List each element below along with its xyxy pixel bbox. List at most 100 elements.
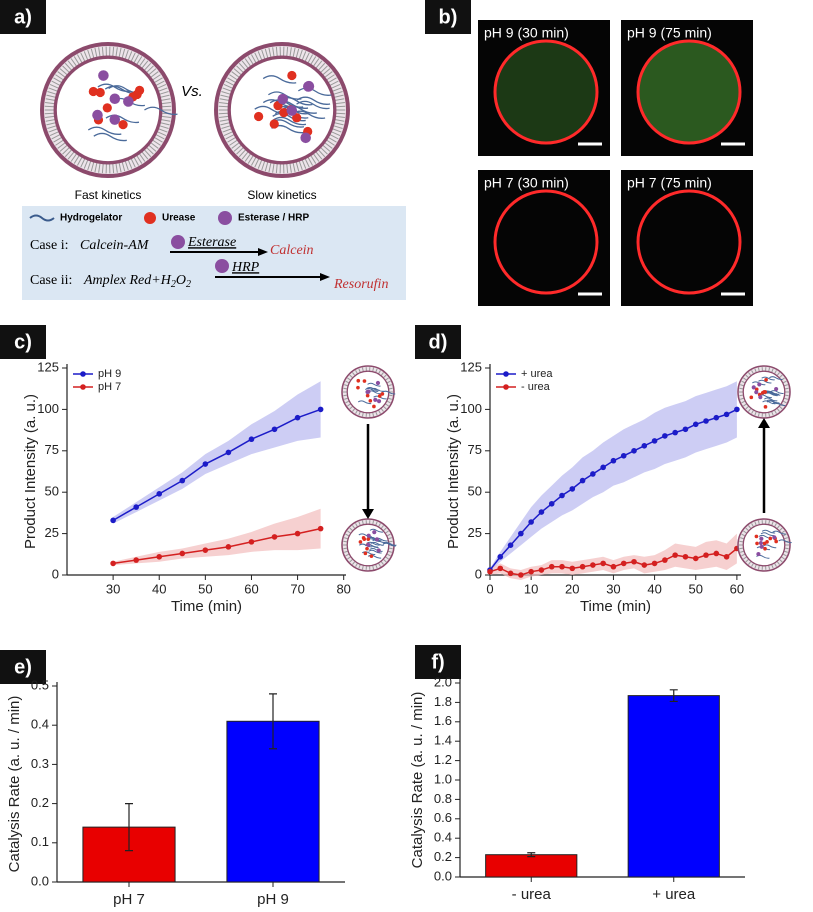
- lipid: [771, 521, 774, 526]
- lipid: [784, 537, 788, 540]
- data-point: [579, 477, 586, 484]
- lipid: [70, 58, 77, 67]
- esterase: [286, 105, 298, 116]
- lipid: [64, 149, 72, 158]
- lipid: [751, 563, 754, 567]
- lipid: [781, 556, 785, 560]
- lipid: [53, 137, 62, 143]
- lipid: [378, 410, 381, 414]
- lipid: [289, 47, 292, 57]
- lipid: [334, 122, 344, 126]
- lipid: [748, 408, 752, 412]
- lipid: [378, 523, 381, 527]
- lipid: [745, 559, 749, 563]
- lipid: [94, 162, 98, 173]
- lipid: [275, 163, 278, 174]
- data-point: [620, 452, 627, 459]
- lipid: [238, 62, 246, 71]
- lipid: [304, 52, 310, 62]
- lipid: [331, 84, 341, 89]
- lipid: [62, 147, 70, 155]
- esterase: [376, 399, 382, 404]
- y-tick-label: 25: [468, 525, 482, 540]
- lipid: [776, 525, 780, 529]
- substrate-part: O: [176, 273, 186, 288]
- data-point: [156, 491, 163, 497]
- data-point: [110, 560, 116, 567]
- lipid: [76, 54, 83, 63]
- fiber: [370, 387, 384, 392]
- lipid: [231, 71, 240, 78]
- data-point: [641, 443, 648, 449]
- fiber: [297, 87, 332, 96]
- fiber: [772, 530, 786, 535]
- lipid: [159, 125, 169, 129]
- error-band: [113, 508, 321, 566]
- lipid: [154, 137, 163, 143]
- y-tick-label: 1.8: [434, 694, 452, 709]
- lipid: [47, 125, 57, 129]
- lipid: [150, 142, 159, 149]
- vesicle-outline: [493, 39, 599, 145]
- fiber: [269, 99, 304, 108]
- data-point: [672, 552, 678, 558]
- x-tick-label: 30: [106, 581, 120, 596]
- lipid: [768, 367, 771, 372]
- vesicle-outline: [636, 189, 742, 295]
- lipid: [154, 77, 163, 83]
- y-tick-label: 100: [460, 401, 482, 416]
- error-band: [490, 381, 737, 572]
- y-tick-label: 0.0: [31, 873, 49, 888]
- error-band: [113, 381, 321, 524]
- green-signal: [639, 42, 739, 142]
- data-point: [590, 471, 596, 477]
- lipid: [358, 521, 361, 526]
- lipid: [333, 125, 343, 129]
- bar: [627, 695, 720, 878]
- lipid: [745, 406, 749, 410]
- lipid: [152, 139, 161, 146]
- lipid: [244, 58, 251, 67]
- lipid: [286, 46, 289, 57]
- data-point: [133, 504, 139, 510]
- lipid: [352, 372, 356, 376]
- lipid: [378, 563, 381, 567]
- lipid: [774, 410, 777, 414]
- panel-label-box: [415, 645, 461, 679]
- esterase: [774, 386, 779, 392]
- lipid: [155, 80, 165, 86]
- data-point: [662, 557, 668, 563]
- panel-label-box: [415, 325, 461, 359]
- y-tick-label: 2.0: [434, 674, 452, 689]
- lipid: [375, 368, 378, 373]
- lipid: [345, 533, 350, 537]
- data-point: [528, 568, 534, 575]
- lipid: [157, 131, 167, 136]
- lipid: [118, 162, 122, 173]
- lipid: [254, 52, 260, 62]
- case-prefix: Case ii:: [30, 273, 72, 288]
- lipid: [73, 56, 80, 65]
- lipid: [361, 520, 364, 525]
- urease: [368, 398, 373, 403]
- urease: [88, 86, 98, 97]
- lipid: [771, 411, 774, 416]
- y-axis-title: Product Intensity (a. u.): [22, 394, 39, 549]
- lipid: [130, 158, 136, 168]
- y-tick-label: 0.1: [31, 834, 49, 849]
- error-bar: [125, 803, 133, 852]
- lipid: [222, 87, 232, 92]
- lipid: [51, 134, 61, 140]
- lipid: [44, 105, 55, 108]
- urease: [118, 120, 128, 130]
- lipid: [771, 564, 774, 569]
- data-point: [487, 568, 493, 575]
- x-tick-label: 60: [730, 581, 744, 596]
- lipid: [782, 400, 787, 404]
- lipid: [740, 384, 744, 387]
- data-point: [179, 550, 186, 557]
- lipid: [141, 60, 149, 69]
- lipid: [358, 411, 361, 416]
- data-point: [672, 429, 678, 436]
- lipid: [219, 102, 229, 105]
